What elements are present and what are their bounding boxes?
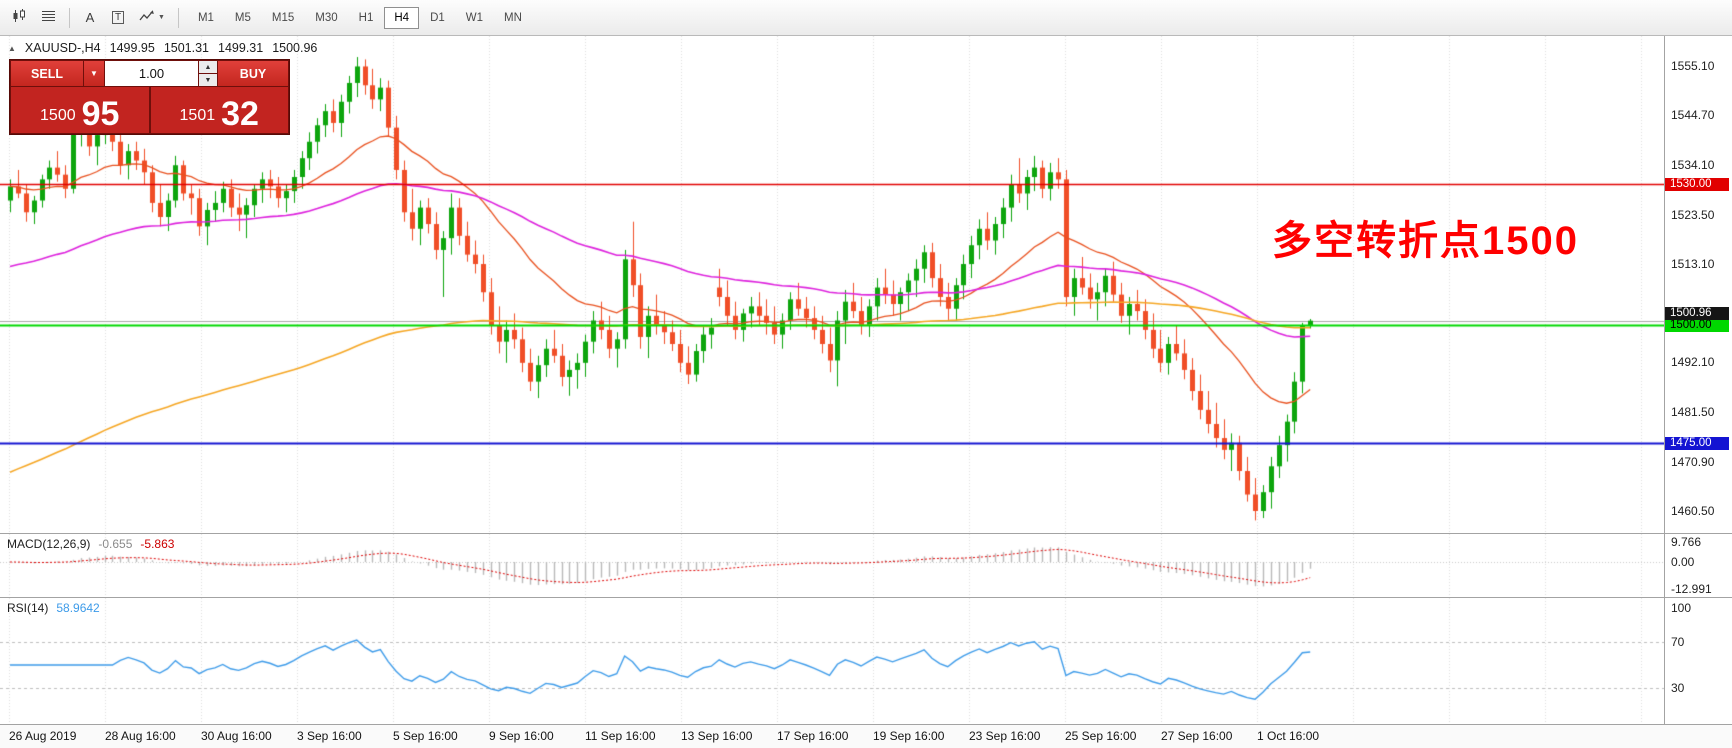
price-tick-label: 1523.50 [1671,207,1715,222]
time-axis-label: 25 Sep 16:00 [1065,729,1137,743]
time-axis-label: 5 Sep 16:00 [393,729,458,743]
current-price-badge: 1500.96 [1665,306,1729,320]
price-tick-label: 1555.10 [1671,59,1715,73]
time-axis-label: 1 Oct 16:00 [1257,729,1320,743]
panel-separator[interactable] [0,597,1732,598]
price-tick-label: 1481.50 [1671,405,1715,420]
timeframe-h4-button[interactable]: H4 [384,6,420,29]
caret-down-icon: ▼ [158,14,165,21]
rsi-scale-label: 30 [1671,680,1685,695]
symbol-marker-icon: ▲ [8,43,16,53]
toolbar-divider [177,7,179,28]
letter-a-icon: A [85,10,95,25]
ask-price-main: 1501 [179,107,216,124]
symbol-period-label: XAUUSD-,H4 [24,41,101,55]
time-axis-label: 27 Sep 16:00 [1161,729,1233,743]
ask-price-display[interactable]: 1501 32 [150,87,288,134]
indicators-tool-button[interactable]: ▼ [133,6,171,30]
price-line-badge: 1530.00 [1665,178,1729,192]
candlestick-chart-icon [12,9,27,26]
bid-price-display[interactable]: 1500 95 [11,87,149,133]
time-axis-label: 3 Sep 16:00 [297,729,362,743]
timeframe-m1-button[interactable]: M1 [188,7,224,29]
macd-scale-label: -12.991 [1671,581,1712,596]
time-axis-label: 13 Sep 16:00 [681,729,753,743]
macd-indicator-canvas[interactable] [0,534,1664,597]
timeframe-m30-button[interactable]: M30 [305,7,347,29]
timeframe-d1-button[interactable]: D1 [420,7,455,29]
price-tick-label: 1534.10 [1671,157,1715,172]
low-value: 1499.31 [218,41,264,55]
time-axis[interactable] [0,725,1732,748]
ask-price-pips: 32 [221,95,259,134]
rsi-title: RSI(14) [7,601,49,615]
cursor-tool-button[interactable]: A [77,6,103,30]
letter-t-icon: T [111,11,125,24]
price-tick-label: 1492.10 [1671,355,1715,370]
macd-signal-value: -5.863 [140,537,175,551]
volume-spinner: ▲ ▼ [199,61,217,86]
time-axis-label: 17 Sep 16:00 [777,729,849,743]
high-value: 1501.31 [163,41,210,55]
rsi-scale-label: 100 [1671,601,1692,615]
timeframe-m5-button[interactable]: M5 [225,7,261,29]
time-axis-label: 30 Aug 16:00 [201,729,272,743]
candlestick-chart-button[interactable] [6,6,33,30]
bid-price-pips: 95 [81,95,120,134]
timeframe-m15-button[interactable]: M15 [262,7,304,29]
toolbar-divider [69,7,70,28]
macd-scale-label: 9.766 [1671,534,1702,549]
close-value: 1500.96 [272,41,318,55]
volume-increment-button[interactable]: ▲ [199,61,217,73]
time-axis-label: 26 Aug 2019 [9,729,77,743]
polyline-icon [139,9,155,26]
price-line-badge: 1500.00 [1665,319,1729,333]
chart-annotation-text: 多空转折点1500 [1272,219,1579,263]
time-axis-label: 19 Sep 16:00 [873,729,945,743]
time-axis-label: 28 Aug 16:00 [105,729,176,743]
timeframe-toolbar: M1 M5 M15 M30 H1 H4 D1 W1 MN [188,6,532,29]
macd-main-value: -0.655 [98,537,133,551]
text-tool-button[interactable]: T [105,6,131,30]
open-value: 1499.95 [109,41,155,55]
caret-down-icon: ▼ [90,69,98,78]
timeframe-w1-button[interactable]: W1 [456,7,493,29]
sell-button[interactable]: SELL [11,61,83,86]
volume-input[interactable] [105,61,198,86]
price-scale-border [1664,36,1665,725]
bar-chart-icon [41,9,56,26]
price-tick-label: 1460.50 [1671,503,1715,518]
panel-separator [0,724,1732,725]
rsi-label: RSI(14) 58.9642 [7,601,100,615]
price-tick-label: 1544.70 [1671,107,1715,122]
price-line-badge: 1475.00 [1665,436,1729,450]
top-toolbar: A T ▼ M1 M5 M15 M30 H1 H4 D1 W1 MN [0,0,1732,36]
one-click-trading-panel: SELL ▼ ▲ ▼ BUY 1500 95 1501 32 [9,59,290,135]
time-axis-label: 11 Sep 16:00 [585,729,656,743]
bid-price-main: 1500 [40,107,76,124]
rsi-indicator-canvas[interactable] [0,598,1664,724]
buy-button[interactable]: BUY [218,61,288,86]
sell-options-caret-button[interactable]: ▼ [84,61,104,86]
time-axis-label: 9 Sep 16:00 [489,729,554,743]
rsi-value: 58.9642 [56,601,100,615]
timeframe-mn-button[interactable]: MN [494,7,532,29]
price-scale[interactable] [1665,36,1732,725]
time-axis-label: 23 Sep 16:00 [969,729,1041,743]
volume-decrement-button[interactable]: ▼ [199,74,217,86]
macd-label: MACD(12,26,9) -0.655 -5.863 [7,537,174,551]
timeframe-h1-button[interactable]: H1 [349,7,384,29]
panel-separator[interactable] [0,533,1732,534]
macd-scale-label: 0.00 [1671,555,1695,569]
price-tick-label: 1513.10 [1671,256,1715,271]
bar-chart-button[interactable] [35,6,62,30]
rsi-scale-label: 70 [1671,635,1685,650]
price-tick-label: 1470.90 [1671,455,1715,470]
chart-ohlc-header: ▲ XAUUSD-,H4 1499.95 1501.31 1499.31 150… [8,41,317,55]
macd-title: MACD(12,26,9) [7,537,91,551]
